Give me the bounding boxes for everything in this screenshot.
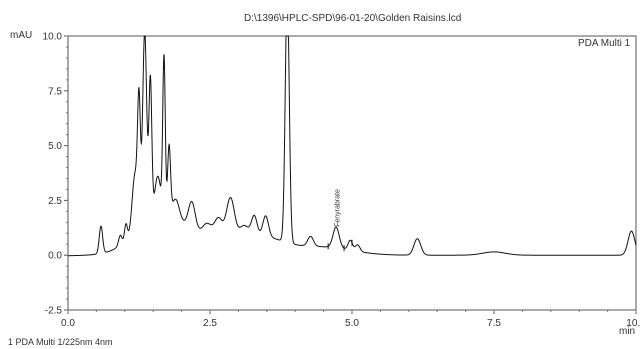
chromatogram-trace (67, 35, 637, 257)
x-tick-label: 7.5 (487, 318, 501, 329)
y-tick-label: 2.5 (48, 196, 62, 207)
y-axis-label: mAU (10, 30, 32, 41)
x-tick-label: 2.5 (203, 318, 217, 329)
x-axis-label: min (619, 326, 635, 337)
x-tick-label: 10.0 (626, 318, 640, 329)
y-tick-label: 5.0 (48, 141, 62, 152)
integration-markers (327, 239, 353, 252)
x-tick-label: 0.0 (61, 318, 75, 329)
peak-annotation: Fenyrabrate (335, 189, 342, 227)
y-tick-label: 10.0 (43, 32, 63, 43)
chart-title: D:\1396\HPLC-SPD\96-01-20\Golden Raisins… (244, 13, 461, 24)
y-tick-label: 7.5 (48, 86, 62, 97)
y-tick-label: 0.0 (48, 251, 62, 262)
y-axis-ticks: -2.5 0.0 2.5 5.0 7.5 10.0 (43, 32, 68, 317)
x-axis-ticks: 0.0 2.5 5.0 7.5 10.0 (61, 310, 640, 329)
footnote: 1 PDA Multi 1/225nm 4nm (8, 337, 113, 347)
x-tick-label: 5.0 (345, 318, 359, 329)
legend-entry: PDA Multi 1 (578, 38, 631, 49)
y-tick-label: -2.5 (45, 306, 63, 317)
